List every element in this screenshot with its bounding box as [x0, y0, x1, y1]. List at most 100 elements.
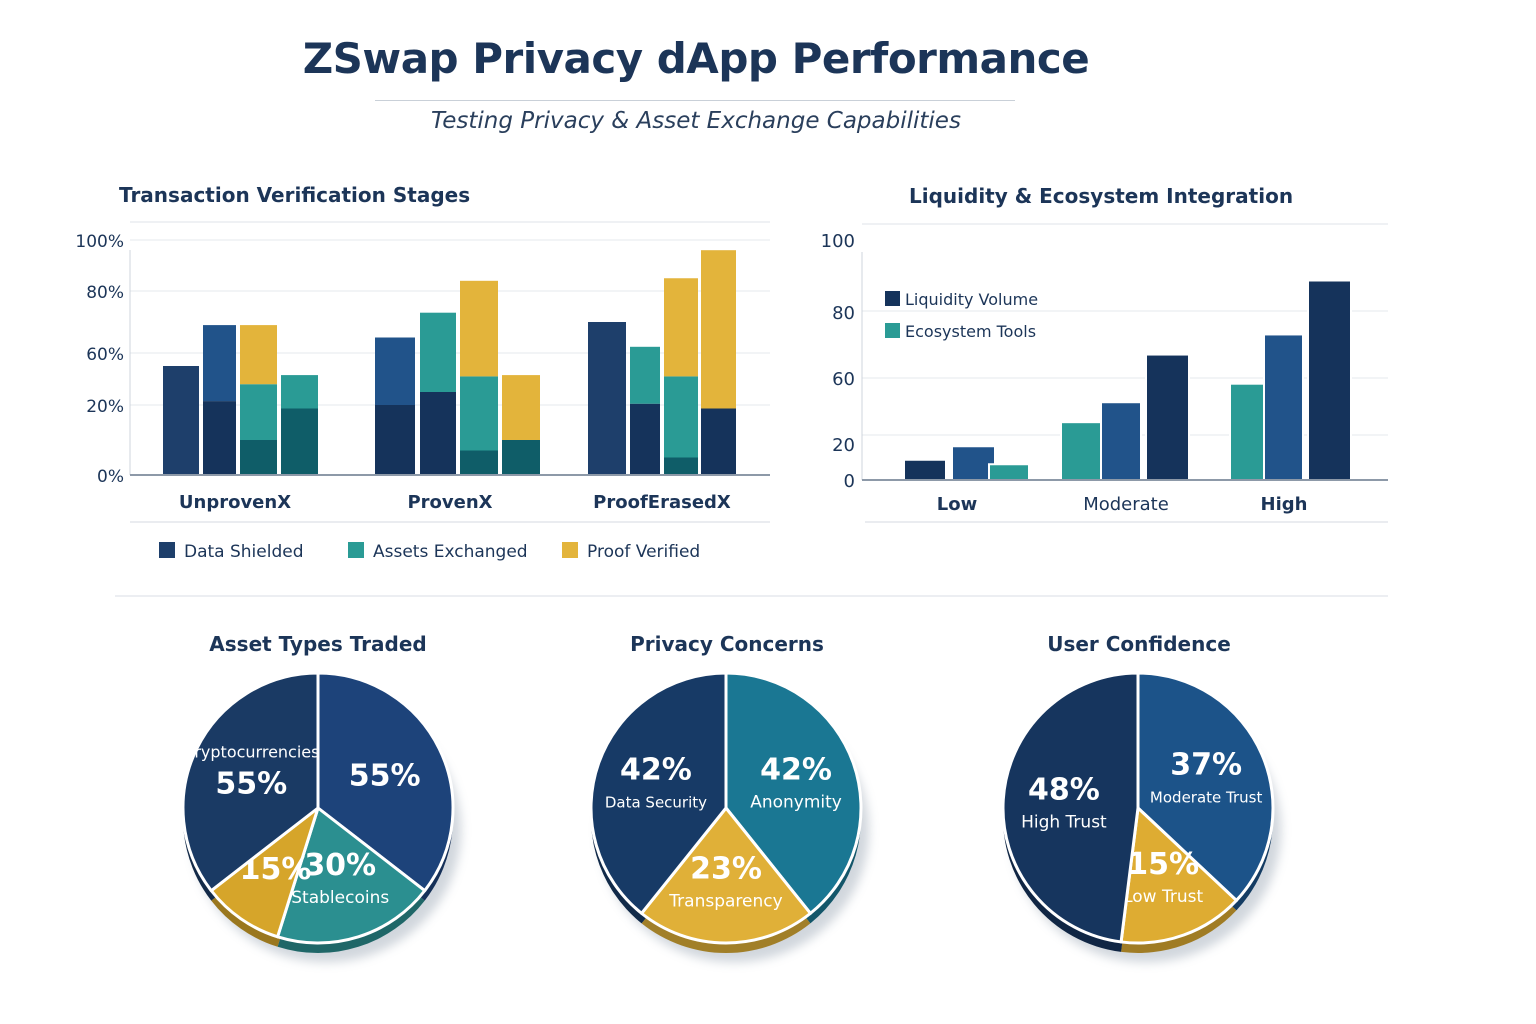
- pie-slice-label: Stablecoins: [291, 888, 389, 908]
- pie-chart-privacy-concerns: 42% Anonymity 23% Transparency 42% Data Secur…: [589, 671, 869, 963]
- pie-charts: 55% 30% Stablecoins 15% Cryptocurrencies 55% 4…: [181, 671, 1281, 963]
- bar-segment-proof-verified: [240, 325, 277, 385]
- pie-slice-high-trust: [1001, 671, 1140, 944]
- transaction-verification-chart: 0% 20% 60% 80% 100% UnprovenX ProvenX ProofEras…: [75, 221, 770, 562]
- pie-slice-label: Anonymity: [750, 792, 842, 812]
- bar-segment-assets-exchanged: [460, 376, 498, 451]
- bar-segment-proof-verified: [502, 375, 540, 440]
- pie-1-title: Asset Types Traded: [209, 632, 427, 656]
- legend-label: Data Shielded: [184, 542, 304, 562]
- bar-ecosystem-tools: [1060, 421, 1107, 481]
- y-tick-label: 80: [832, 303, 855, 324]
- pie-slice-data-security: [589, 671, 728, 915]
- bar-segment-assets-exchanged: [240, 440, 277, 475]
- pie-slice-value: 23%: [690, 851, 762, 886]
- legend-swatch: [348, 542, 364, 558]
- pie-slice-value: 30%: [304, 848, 376, 883]
- bar-segment-proof-verified: [701, 250, 736, 409]
- bar-liquidity-volume: [1307, 279, 1352, 481]
- legend-label: Proof Verified: [587, 542, 700, 562]
- title-divider: [375, 100, 1015, 101]
- bar-segment-assets-exchanged: [664, 376, 698, 458]
- bar-segment-assets-exchanged: [420, 312, 456, 392]
- bar-segment-data-shielded: [375, 405, 415, 475]
- x-category-label: ProvenX: [407, 492, 492, 513]
- pie-slice-stablecoins: [276, 806, 427, 945]
- pie-slice-anonymity: [724, 671, 863, 915]
- bar-liquidity-volume: [903, 458, 947, 481]
- pie-slice-label: Low Trust: [1123, 887, 1203, 907]
- bar-segment-assets-exchanged: [460, 450, 498, 475]
- bar-segment-data-shielded: [701, 408, 736, 475]
- pie-slice-value: 42%: [760, 752, 832, 787]
- pie-slice-label: High Trust: [1021, 812, 1107, 832]
- liquidity-ecosystem-chart: 0 20 60 80 100 Low Moderate High Liquidity Volum…: [821, 223, 1388, 523]
- y-tick-label: 60%: [86, 345, 124, 365]
- legend-swatch: [885, 323, 900, 338]
- bar-segment-data-shielded: [375, 337, 415, 405]
- bar-segment-data-shielded: [163, 366, 199, 475]
- x-category-label: Low: [937, 494, 977, 515]
- pie-slice-value: 37%: [1170, 748, 1242, 783]
- pie-slice-label: Transparency: [668, 891, 782, 911]
- bar-segment-assets-exchanged: [281, 408, 318, 475]
- bar-liquidity-volume: [1145, 353, 1190, 481]
- legend-label: Assets Exchanged: [373, 542, 528, 562]
- bar-segment-data-shielded: [203, 325, 236, 402]
- bar-segment-assets-exchanged: [281, 375, 318, 409]
- y-tick-label: 0: [844, 471, 855, 492]
- x-category-label: High: [1261, 494, 1308, 515]
- pie-slice-moderate-trust: [1136, 671, 1275, 902]
- bar-segment-assets-exchanged: [502, 440, 540, 475]
- page-subtitle: Testing Privacy & Asset Exchange Capabil…: [431, 108, 961, 134]
- y-tick-label: 20%: [86, 397, 124, 417]
- legend-swatch: [562, 542, 578, 558]
- bar-segment-assets-exchanged: [664, 457, 698, 475]
- y-tick-label: 100: [821, 231, 855, 252]
- pie-2-title: Privacy Concerns: [630, 632, 824, 656]
- bar-chart-1-title: Transaction Verification Stages: [119, 183, 471, 207]
- bar-segment-assets-exchanged: [630, 346, 660, 404]
- y-tick-label: 60: [832, 369, 855, 390]
- pie-slice-value: 55%: [215, 766, 287, 801]
- pie-slice-cryptocurrencies: [181, 671, 320, 893]
- bar-liquidity-volume: [1100, 401, 1142, 482]
- pie-slice: [316, 671, 455, 893]
- legend-swatch: [885, 291, 900, 306]
- pie-slice-label: Data Security: [605, 793, 707, 811]
- pie-slice-value: 42%: [620, 752, 692, 787]
- pie-slice-label: Moderate Trust: [1150, 789, 1263, 807]
- pie-chart-user-confidence: 37% Moderate Trust 15% Low Trust 48% High Tru…: [1001, 671, 1281, 963]
- bar-liquidity-volume: [1263, 333, 1304, 482]
- bar-segment-data-shielded: [420, 392, 456, 475]
- bar-ecosystem-tools: [988, 463, 1030, 481]
- pie-slice-label: Cryptocurrencies: [183, 742, 319, 761]
- page-title: ZSwap Privacy dApp Performance: [302, 34, 1090, 83]
- pie-3-title: User Confidence: [1047, 632, 1231, 656]
- legend-label: Ecosystem Tools: [905, 322, 1036, 341]
- pie-slice: [209, 806, 320, 939]
- bar-segment-data-shielded: [630, 403, 660, 475]
- x-category-label: UnprovenX: [179, 492, 291, 513]
- bar-liquidity-volume: [951, 445, 996, 481]
- legend-swatch: [159, 542, 175, 558]
- bar-segment-data-shielded: [203, 401, 236, 475]
- pie-slice-value: 15%: [1127, 847, 1199, 882]
- y-tick-label: 80%: [86, 283, 124, 303]
- pie-slice-low-trust: [1119, 806, 1238, 945]
- bar-chart-2-title: Liquidity & Ecosystem Integration: [909, 184, 1294, 208]
- bar-segment-proof-verified: [664, 278, 698, 377]
- legend-label: Liquidity Volume: [905, 290, 1038, 309]
- bar-segment-assets-exchanged: [240, 384, 277, 440]
- bar-segment-proof-verified: [460, 280, 498, 377]
- pie-slice-transparency: [640, 806, 812, 945]
- bar-segment-data-shielded: [588, 322, 626, 475]
- pie-slice-value: 55%: [349, 758, 421, 793]
- pie-slice-value: 48%: [1028, 772, 1100, 807]
- y-tick-label: 0%: [97, 467, 124, 487]
- y-tick-label: 20: [832, 435, 855, 456]
- x-category-label: Moderate: [1083, 494, 1169, 515]
- y-tick-label: 100%: [75, 232, 124, 252]
